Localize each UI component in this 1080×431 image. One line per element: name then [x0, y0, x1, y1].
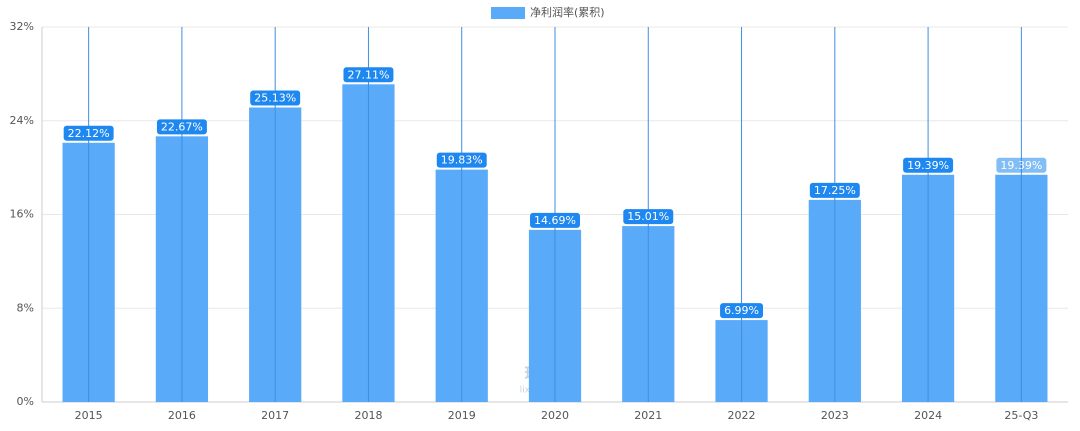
value-label-box: [809, 182, 860, 198]
x-tick-label: 2015: [75, 409, 103, 422]
x-tick-label: 2017: [261, 409, 289, 422]
value-label-box: [903, 157, 954, 173]
value-label-text: 22.12%: [68, 127, 110, 140]
y-tick-label: 32%: [10, 20, 34, 33]
x-tick-label: 2021: [634, 409, 662, 422]
value-label-text: 15.01%: [627, 210, 669, 223]
y-tick-label: 24%: [10, 114, 34, 127]
value-label-box: [720, 303, 764, 319]
value-label: 19.83%: [436, 152, 487, 168]
value-label-box: [436, 152, 487, 168]
x-tick-label: 2023: [821, 409, 849, 422]
value-label-text: 22.67%: [161, 120, 203, 133]
value-label-box: [250, 90, 301, 106]
x-tick-label: 2024: [914, 409, 942, 422]
value-label-text: 19.39%: [1000, 159, 1042, 172]
value-label-text: 19.39%: [907, 159, 949, 172]
value-label-text: 27.11%: [347, 68, 389, 81]
x-tick-label: 2019: [448, 409, 476, 422]
value-label-box: [996, 157, 1047, 173]
value-label-box: [623, 209, 674, 225]
legend-label: 净利润率(累积): [530, 5, 605, 19]
x-tick-label: 2018: [354, 409, 382, 422]
x-tick-label: 2022: [728, 409, 756, 422]
value-label: 15.01%: [623, 209, 674, 225]
x-tick-label: 2020: [541, 409, 569, 422]
value-label: 6.99%: [720, 303, 764, 319]
value-label-text: 25.13%: [254, 92, 296, 105]
value-label: 27.11%: [343, 67, 394, 83]
value-label-text: 14.69%: [534, 214, 576, 227]
x-tick-label: 25-Q3: [1004, 409, 1038, 422]
value-label: 19.39%: [996, 157, 1047, 173]
y-tick-label: 8%: [17, 301, 34, 314]
value-label: 22.67%: [156, 119, 207, 135]
value-label: 17.25%: [809, 182, 860, 198]
value-label-box: [156, 119, 207, 135]
value-label: 22.12%: [63, 125, 114, 141]
y-tick-label: 16%: [10, 208, 34, 221]
value-label: 14.69%: [530, 212, 580, 228]
x-tick-label: 2016: [168, 409, 196, 422]
value-label-box: [63, 125, 114, 141]
value-label-text: 6.99%: [724, 304, 759, 317]
value-label-text: 19.83%: [441, 154, 483, 167]
value-label-box: [343, 67, 394, 83]
y-tick-label: 0%: [17, 395, 34, 408]
legend-swatch: [491, 7, 525, 19]
value-label-box: [530, 212, 580, 228]
value-label: 25.13%: [250, 90, 301, 106]
value-label: 19.39%: [903, 157, 954, 173]
value-label-text: 17.25%: [814, 184, 856, 197]
